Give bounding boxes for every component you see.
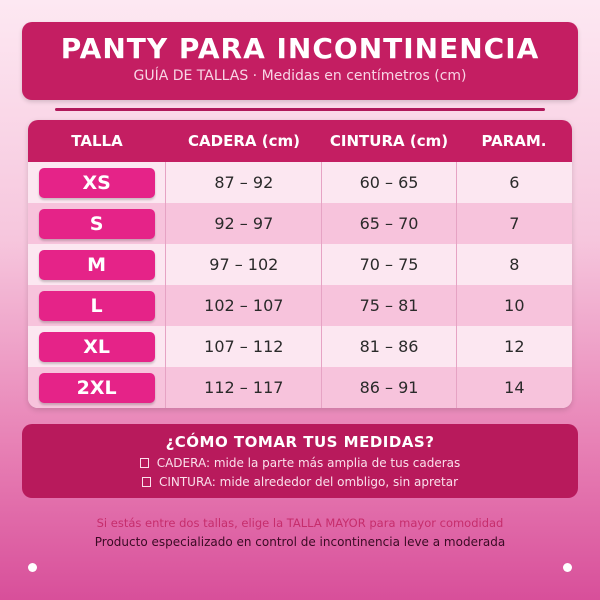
hip-cell: 92 – 97 <box>165 203 321 244</box>
param-cell: 8 <box>455 244 572 285</box>
table-row: M 97 – 102 70 – 75 8 <box>28 244 572 285</box>
footer-note: Producto especializado en control de inc… <box>94 535 506 549</box>
column-header-hip: CADERA (cm) <box>188 132 300 150</box>
hip-instruction-text: CADERA: mide la parte más amplia de tus … <box>156 456 461 470</box>
column-header-param: PARAM. <box>481 132 547 150</box>
corner-dot-bottom-right <box>563 563 572 572</box>
waist-cell: 81 – 86 <box>321 326 455 367</box>
hip-cell: 107 – 112 <box>165 326 321 367</box>
table-body: XS 87 – 92 60 – 65 6 S 92 – 97 65 – 70 7… <box>28 162 572 408</box>
size-badge: S <box>38 208 155 239</box>
param-cell: 10 <box>455 285 572 326</box>
size-badge: L <box>38 290 155 321</box>
column-header-size: TALLA <box>71 132 123 150</box>
table-row: S 92 – 97 65 – 70 7 <box>28 203 572 244</box>
waist-instruction-text: CINTURA: mide alrededor del ombligo, sin… <box>158 475 459 489</box>
table-row: 2XL 112 – 117 86 – 91 14 <box>28 367 572 408</box>
table-header: TALLA CADERA (cm) CINTURA (cm) PARAM. <box>28 120 572 162</box>
header-banner: PANTY PARA INCONTINENCIA GUÍA DE TALLAS … <box>22 22 578 100</box>
hip-instruction: CADERA: mide la parte más amplia de tus … <box>22 456 578 470</box>
divider <box>55 108 545 111</box>
waist-cell: 75 – 81 <box>321 285 455 326</box>
size-badge: XL <box>38 331 155 362</box>
column-header-waist: CINTURA (cm) <box>329 132 449 150</box>
waist-cell: 65 – 70 <box>321 203 455 244</box>
hip-cell: 102 – 107 <box>165 285 321 326</box>
param-cell: 7 <box>455 203 572 244</box>
size-badge: XS <box>38 167 155 198</box>
measure-icon <box>139 458 149 468</box>
waist-cell: 86 – 91 <box>321 367 455 408</box>
table-row: L 102 – 107 75 – 81 10 <box>28 285 572 326</box>
hip-cell: 112 – 117 <box>165 367 321 408</box>
size-table: TALLA CADERA (cm) CINTURA (cm) PARAM. XS… <box>28 120 572 408</box>
param-cell: 14 <box>455 367 572 408</box>
hip-cell: 87 – 92 <box>165 162 321 203</box>
size-badge: 2XL <box>38 372 155 403</box>
size-badge: M <box>38 249 155 280</box>
param-cell: 12 <box>455 326 572 367</box>
waist-instruction: CINTURA: mide alrededor del ombligo, sin… <box>22 475 578 489</box>
how-to-measure-panel: ¿CÓMO TOMAR TUS MEDIDAS? CADERA: mide la… <box>22 424 578 498</box>
table-row: XS 87 – 92 60 – 65 6 <box>28 162 572 203</box>
waist-cell: 70 – 75 <box>321 244 455 285</box>
waist-cell: 60 – 65 <box>321 162 455 203</box>
size-tip: Si estás entre dos tallas, elige la TALL… <box>96 516 504 530</box>
table-row: XL 107 – 112 81 – 86 12 <box>28 326 572 367</box>
page-title: PANTY PARA INCONTINENCIA <box>60 32 540 65</box>
param-cell: 6 <box>455 162 572 203</box>
corner-dot-bottom-left <box>28 563 37 572</box>
how-to-title: ¿CÓMO TOMAR TUS MEDIDAS? <box>165 433 435 451</box>
page-subtitle: GUÍA DE TALLAS · Medidas en centímetros … <box>133 68 467 84</box>
hip-cell: 97 – 102 <box>165 244 321 285</box>
measure-icon <box>141 477 151 487</box>
